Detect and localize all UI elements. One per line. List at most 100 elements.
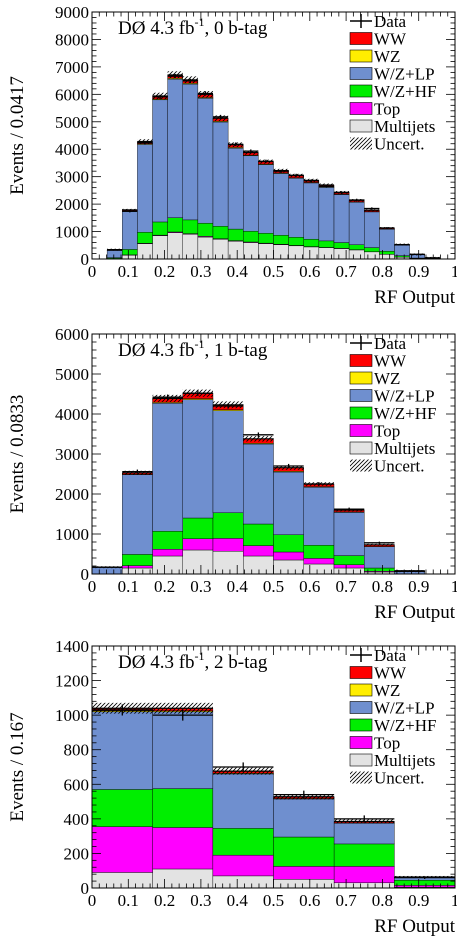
- x-tick-label: 0.2: [154, 577, 175, 596]
- y-tick-label: 800: [64, 741, 90, 760]
- x-axis-label: RF Output: [374, 287, 455, 308]
- x-tick-label: 0.5: [263, 577, 284, 596]
- y-tick-label: 3000: [55, 168, 89, 187]
- legend-label: Multijets: [374, 751, 435, 770]
- legend-uncert-swatch: [350, 459, 372, 472]
- bar-w-z-hf-8: [212, 226, 229, 239]
- x-tick-label: 0.8: [372, 891, 393, 910]
- bar-w-z-lp-7: [197, 98, 214, 224]
- y-tick-label: 6000: [55, 325, 89, 344]
- legend-swatch: [349, 424, 373, 437]
- bar-top-1: [152, 827, 214, 870]
- legend-item-w-z-hf: W/Z+HF: [349, 82, 436, 101]
- bar-w-z-lp-3: [137, 144, 153, 233]
- bar-w-z-hf-13: [288, 237, 304, 246]
- bar-w-z-lp-0: [91, 567, 123, 575]
- legend-swatch: [349, 406, 373, 420]
- x-tick-label: 1: [451, 891, 457, 910]
- bar-top-1: [122, 565, 153, 569]
- legend-label: Top: [374, 734, 400, 753]
- legend-swatch: [349, 701, 373, 714]
- legend-item-multijets: Multijets: [349, 751, 435, 770]
- bar-w-z-hf-3: [273, 836, 335, 867]
- bar-w-z-lp-6: [273, 471, 304, 535]
- bar-w-z-lp-6: [182, 83, 199, 221]
- legend-swatch: [349, 736, 373, 749]
- bar-multijets-4: [152, 235, 168, 260]
- bar-w-z-hf-15: [318, 240, 335, 248]
- legend-item-ww: WW: [349, 352, 407, 371]
- y-tick-label: 9000: [55, 3, 89, 22]
- bar-w-z-hf-17: [348, 244, 365, 250]
- bar-multijets-17: [348, 249, 365, 260]
- bar-w-z-lp-14: [303, 182, 320, 240]
- bar-w-z-hf-0: [91, 789, 153, 827]
- legend-item-w-z-lp: W/Z+LP: [349, 65, 435, 84]
- x-tick-label: 0.5: [263, 891, 284, 910]
- bar-w-z-hf-4: [333, 843, 395, 867]
- x-tick-label: 0.4: [227, 577, 249, 596]
- legend-label: Multijets: [374, 439, 435, 458]
- bar-top-3: [182, 538, 214, 551]
- bar-w-z-lp-20: [394, 245, 410, 256]
- bar-w-z-lp-2: [122, 211, 138, 250]
- legend-swatch: [349, 718, 373, 732]
- bar-w-z-lp-12: [273, 173, 289, 236]
- chart-title: DØ 4.3 fb-1, 0 b-tag: [118, 15, 268, 39]
- legend-label: Uncert.: [374, 769, 425, 788]
- bar-w-z-hf-6: [273, 534, 304, 553]
- bar-w-z-hf-2: [122, 249, 138, 256]
- x-axis-label: RF Output: [374, 916, 455, 937]
- x-tick-label: 0.7: [335, 262, 357, 281]
- bar-w-z-hf-10: [243, 231, 259, 243]
- bar-w-z-hf-7: [197, 222, 214, 237]
- legend-label: Top: [374, 100, 400, 119]
- y-tick-label: 1000: [55, 706, 89, 725]
- legend-label: WW: [374, 30, 407, 49]
- x-axis: 0 0.1 0.2 0.3 0.4 0.5 0.6 0.7 0.8 0.9 1: [88, 646, 457, 910]
- bar-w-z-lp-4: [333, 822, 395, 845]
- y-axis: 0 200 400 600 800 1000 1200 1400: [55, 637, 455, 898]
- bar-w-z-lp-1: [152, 711, 214, 789]
- legend-item-top: Top: [349, 100, 400, 119]
- x-tick-label: 0.6: [299, 577, 320, 596]
- bar-w-z-lp-8: [212, 121, 229, 227]
- data-points: [92, 704, 455, 879]
- bar-multijets-9: [227, 240, 244, 260]
- bar-top-2: [152, 549, 183, 557]
- legend-swatch: [349, 441, 373, 455]
- bar-w-z-lp-11: [258, 164, 274, 234]
- x-tick-label: 0.1: [118, 262, 139, 281]
- legend-label: WZ: [374, 681, 400, 700]
- legend-item-ww: WW: [349, 30, 407, 49]
- bar-w-z-lp-1: [106, 250, 123, 258]
- y-tick-label: 0: [81, 565, 90, 584]
- bar-multijets-2: [212, 875, 274, 889]
- y-axis: 0 1000 2000 3000 4000 5000 6000: [55, 325, 455, 584]
- bar-w-z-hf-18: [364, 247, 380, 252]
- legend-swatch: [349, 666, 373, 679]
- bar-w-z-hf-1: [152, 788, 214, 828]
- bar-multijets-5: [167, 232, 183, 260]
- bar-multijets-14: [303, 246, 320, 260]
- legend-swatch: [349, 371, 373, 385]
- x-tick-label: 0.8: [372, 577, 393, 596]
- legend-swatch: [349, 49, 373, 63]
- bar-w-z-hf-9: [227, 228, 244, 241]
- x-tick-label: 0.3: [190, 577, 211, 596]
- bar-multijets-1: [152, 868, 214, 889]
- legend-item-uncert-: Uncert.: [350, 135, 425, 154]
- bar-top-8: [333, 564, 365, 569]
- legend-swatch: [349, 389, 373, 402]
- bar-w-z-lp-3: [273, 798, 335, 838]
- bar-w-z-lp-15: [318, 187, 335, 242]
- y-tick-label: 1000: [55, 223, 89, 242]
- x-tick-label: 1: [451, 577, 457, 596]
- legend-item-data: Data: [350, 646, 407, 665]
- x-axis: 0 0.1 0.2 0.3 0.4 0.5 0.6 0.7 0.8 0.9 1: [88, 334, 457, 596]
- bar-top-5: [394, 885, 456, 888]
- x-tick-label: 0.9: [408, 262, 429, 281]
- y-axis-label: Events / 0.167: [7, 712, 28, 821]
